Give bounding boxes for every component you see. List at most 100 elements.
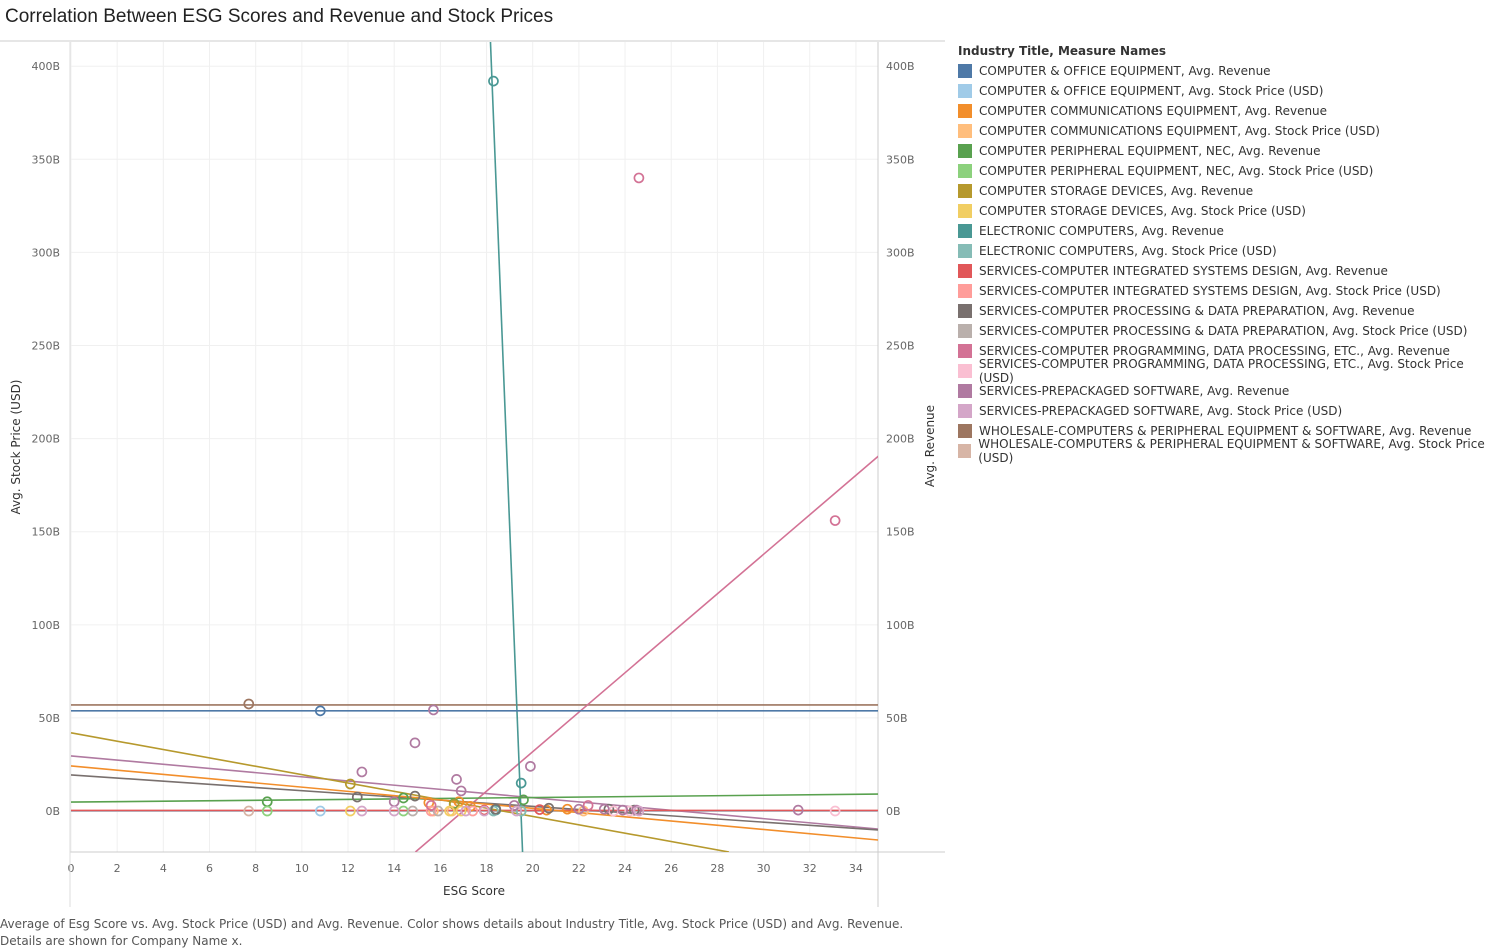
y-tick-label: 350B (31, 153, 60, 166)
data-point[interactable] (409, 737, 421, 749)
data-point[interactable] (633, 172, 645, 184)
data-point[interactable] (356, 766, 368, 778)
data-point[interactable] (598, 803, 610, 815)
x-tick-label: 28 (710, 862, 724, 875)
data-point[interactable] (829, 805, 841, 817)
data-point[interactable] (451, 774, 462, 785)
data-point[interactable] (409, 790, 421, 802)
data-point[interactable] (398, 792, 409, 804)
data-point[interactable] (444, 805, 455, 817)
x-tick-label: 22 (572, 862, 586, 875)
legend-item[interactable]: SERVICES-COMPUTER INTEGRATED SYSTEMS DES… (958, 281, 1496, 301)
legend-swatch (958, 384, 972, 398)
legend-item[interactable]: WHOLESALE-COMPUTERS & PERIPHERAL EQUIPME… (958, 421, 1496, 441)
data-point[interactable] (515, 805, 527, 817)
y-axis-label: Avg. Stock Price (USD) (9, 380, 23, 515)
legend-item[interactable]: COMPUTER COMMUNICATIONS EQUIPMENT, Avg. … (958, 101, 1496, 121)
data-point[interactable] (425, 805, 437, 817)
data-point[interactable] (243, 805, 255, 817)
legend-swatch (958, 324, 972, 338)
legend-item[interactable]: SERVICES-COMPUTER PROGRAMMING, DATA PROC… (958, 341, 1496, 361)
data-point[interactable] (425, 800, 437, 811)
legend-label: COMPUTER PERIPHERAL EQUIPMENT, NEC, Avg.… (979, 164, 1374, 178)
data-point[interactable] (573, 803, 585, 815)
data-point[interactable] (490, 803, 502, 815)
data-point[interactable] (792, 804, 804, 816)
data-point[interactable] (561, 803, 573, 815)
legend-item[interactable]: COMPUTER PERIPHERAL EQUIPMENT, NEC, Avg.… (958, 161, 1496, 181)
legend-item[interactable]: SERVICES-PREPACKAGED SOFTWARE, Avg. Reve… (958, 381, 1496, 401)
data-point[interactable] (508, 800, 520, 811)
legend-label: ELECTRONIC COMPUTERS, Avg. Revenue (979, 224, 1224, 238)
legend-item[interactable]: ELECTRONIC COMPUTERS, Avg. Stock Price (… (958, 241, 1496, 261)
data-point[interactable] (518, 794, 529, 806)
trend-line (70, 765, 878, 841)
data-point[interactable] (428, 704, 439, 716)
legend-item[interactable]: COMPUTER & OFFICE EQUIPMENT, Avg. Revenu… (958, 61, 1496, 81)
data-point[interactable] (617, 804, 629, 816)
legend-item[interactable]: COMPUTER STORAGE DEVICES, Avg. Revenue (958, 181, 1496, 201)
data-point[interactable] (511, 805, 522, 817)
legend-item[interactable]: SERVICES-PREPACKAGED SOFTWARE, Avg. Stoc… (958, 401, 1496, 421)
legend-label: COMPUTER COMMUNICATIONS EQUIPMENT, Avg. … (979, 124, 1380, 138)
data-point[interactable] (541, 804, 552, 816)
data-point[interactable] (344, 805, 356, 817)
legend-item[interactable]: COMPUTER & OFFICE EQUIPMENT, Avg. Stock … (958, 81, 1496, 101)
data-point[interactable] (356, 805, 368, 817)
data-point[interactable] (467, 805, 479, 817)
legend-item[interactable]: ELECTRONIC COMPUTERS, Avg. Revenue (958, 221, 1496, 241)
legend-item[interactable]: SERVICES-COMPUTER PROCESSING & DATA PREP… (958, 321, 1496, 341)
legend-item[interactable]: SERVICES-COMPUTER INTEGRATED SYSTEMS DES… (958, 261, 1496, 281)
legend-item[interactable]: WHOLESALE-COMPUTERS & PERIPHERAL EQUIPME… (958, 437, 1496, 465)
data-point[interactable] (543, 802, 555, 814)
data-point[interactable] (314, 805, 326, 817)
y2-tick-label: 250B (886, 340, 915, 353)
y2-axis-label: Avg. Revenue (923, 405, 937, 487)
legend-label: SERVICES-COMPUTER INTEGRATED SYSTEMS DES… (979, 284, 1441, 298)
legend-swatch (958, 184, 972, 198)
data-point[interactable] (261, 805, 273, 817)
data-point[interactable] (344, 778, 356, 790)
legend-swatch (958, 104, 972, 118)
trend-line (489, 42, 524, 852)
data-point[interactable] (460, 805, 472, 817)
x-tick-label: 26 (664, 862, 678, 875)
y2-tick-label: 150B (886, 526, 915, 539)
chart-title: Correlation Between ESG Scores and Reven… (5, 6, 554, 27)
data-point[interactable] (455, 805, 467, 817)
x-tick-label: 12 (341, 862, 355, 875)
legend-label: COMPUTER & OFFICE EQUIPMENT, Avg. Revenu… (979, 64, 1271, 78)
data-point[interactable] (388, 805, 400, 817)
data-point[interactable] (455, 785, 467, 797)
data-point[interactable] (582, 800, 594, 811)
data-point[interactable] (515, 777, 527, 789)
data-point[interactable] (829, 515, 841, 526)
data-point[interactable] (407, 805, 419, 817)
legend-item[interactable]: SERVICES-COMPUTER PROGRAMMING, DATA PROC… (958, 357, 1496, 385)
legend-item[interactable]: COMPUTER STORAGE DEVICES, Avg. Stock Pri… (958, 201, 1496, 221)
data-point[interactable] (525, 760, 536, 772)
trend-line (70, 755, 878, 830)
legend-title: Industry Title, Measure Names (958, 44, 1166, 58)
legend-swatch (958, 344, 972, 358)
x-tick-label: 32 (803, 862, 817, 875)
data-point[interactable] (314, 705, 326, 717)
data-point[interactable] (432, 805, 444, 817)
legend-label: WHOLESALE-COMPUTERS & PERIPHERAL EQUIPME… (979, 424, 1472, 438)
legend-item[interactable]: SERVICES-COMPUTER PROCESSING & DATA PREP… (958, 301, 1496, 321)
data-point[interactable] (261, 796, 273, 808)
legend-label: SERVICES-PREPACKAGED SOFTWARE, Avg. Stoc… (979, 404, 1343, 418)
data-point[interactable] (488, 75, 499, 87)
legend-item[interactable]: COMPUTER COMMUNICATIONS EQUIPMENT, Avg. … (958, 121, 1496, 141)
data-point[interactable] (633, 805, 645, 817)
x-tick-label: 8 (252, 862, 259, 875)
data-point[interactable] (351, 791, 363, 803)
data-point[interactable] (478, 805, 490, 817)
legend-label: SERVICES-COMPUTER PROGRAMMING, DATA PROC… (979, 344, 1450, 358)
data-point[interactable] (243, 698, 255, 710)
x-tick-label: 34 (849, 862, 863, 875)
legend-item[interactable]: COMPUTER PERIPHERAL EQUIPMENT, NEC, Avg.… (958, 141, 1496, 161)
trend-line (70, 793, 878, 803)
y2-tick-label: 100B (886, 619, 915, 632)
